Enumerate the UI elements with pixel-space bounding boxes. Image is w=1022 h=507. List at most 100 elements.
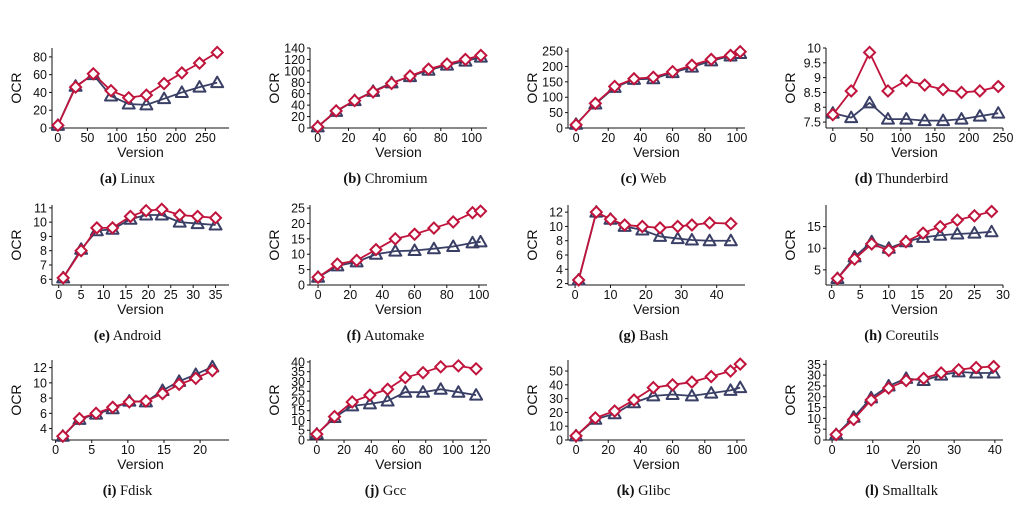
y-tick-label: 7 — [40, 259, 47, 273]
diamond-marker — [469, 361, 484, 376]
diamond-marker — [458, 52, 473, 67]
diamond-marker — [416, 365, 430, 380]
y-tick-label: 80 — [291, 76, 305, 90]
y-tick-label: 6 — [556, 249, 563, 263]
diamond-marker — [426, 221, 441, 235]
x-tick-label: 100 — [727, 443, 748, 457]
diamond-marker — [934, 366, 949, 380]
y-tick-label: 20 — [549, 406, 563, 420]
x-tick-label: 80 — [698, 131, 712, 145]
triangle-marker — [684, 388, 699, 402]
x-tick-label: 20 — [601, 131, 615, 145]
caption-name: Automake — [361, 328, 425, 344]
caption-name: Chromium — [361, 171, 428, 187]
diamond-marker — [329, 103, 344, 118]
triangle-marker — [723, 383, 738, 396]
diamond-marker — [139, 394, 153, 409]
diamond-marker — [733, 44, 748, 59]
chart-panel-thunderbird: 0 50 100 150 200 250 7.5 8 8.5 9 9.5 10 Version OCR (d… — [774, 40, 1022, 190]
triangle-marker — [172, 215, 187, 228]
y-tick-label: 2 — [556, 277, 563, 291]
triangle-marker — [465, 235, 480, 249]
y-tick-label: 50 — [549, 106, 563, 120]
line-chart: 0 50 100 150 200 250 0 20 40 60 80 Version OCR — [8, 45, 229, 160]
x-tick-label: 20 — [141, 288, 155, 302]
y-tick-label: 11 — [34, 201, 47, 215]
y-tick-label: 10 — [291, 414, 305, 428]
x-tick-label: 0 — [55, 288, 62, 302]
caption-label: (e) — [93, 328, 110, 344]
y-tick-label: 50 — [549, 365, 563, 379]
triangle-marker — [950, 226, 965, 240]
x-axis-title: Version — [891, 456, 938, 472]
x-tick-label: 0 — [573, 131, 580, 145]
y-tick-label: 10 — [291, 248, 305, 262]
y-tick-label: 140 — [284, 42, 305, 56]
y-tick-label: 9.5 — [804, 56, 821, 70]
diamond-marker — [864, 393, 879, 407]
diamond-marker — [56, 270, 71, 285]
diamond-marker — [105, 220, 120, 235]
diamond-marker — [50, 118, 65, 133]
diamond-marker — [384, 76, 399, 91]
series-blue-triangle — [309, 382, 484, 440]
caption-label: (h) — [864, 328, 882, 344]
diamond-marker — [972, 84, 987, 98]
axes: 0 50 100 150 200 250 7.588.599.510 — [804, 42, 1014, 146]
diamond-marker — [607, 404, 622, 418]
triangle-marker — [880, 112, 895, 125]
triangle-marker — [192, 80, 207, 93]
subfigure-caption: (b) Chromium — [258, 171, 513, 188]
x-tick-label: 0 — [828, 288, 835, 302]
diamond-marker — [864, 237, 879, 251]
triangle-marker — [936, 113, 951, 127]
series-red-diamond — [830, 204, 999, 286]
x-tick-label: 100 — [727, 131, 748, 145]
x-tick-label: 10 — [882, 288, 896, 302]
triangle-marker — [416, 385, 431, 398]
y-axis-title: OCR — [266, 229, 282, 260]
triangle-marker — [426, 241, 441, 255]
diamond-marker — [366, 85, 381, 99]
series-red-diamond — [569, 357, 748, 443]
triangle-marker — [954, 112, 969, 125]
y-tick-label: 20 — [33, 104, 47, 118]
x-tick-label: 200 — [165, 131, 186, 145]
diamond-marker — [89, 406, 103, 421]
caption-label: (k) — [616, 483, 635, 499]
y-tick-label: 0 — [298, 122, 305, 136]
diamond-marker — [635, 219, 650, 234]
y-tick-label: 5 — [814, 423, 821, 437]
x-tick-label: 25 — [164, 288, 178, 302]
diamond-marker — [440, 57, 454, 71]
diamond-marker — [380, 382, 395, 397]
diamond-marker — [899, 373, 914, 388]
y-tick-label: 80 — [33, 50, 47, 64]
x-tick-label: 250 — [993, 131, 1014, 145]
diamond-marker — [881, 381, 896, 396]
diamond-marker — [172, 208, 187, 222]
x-tick-label: 15 — [119, 288, 133, 302]
y-tick-label: 40 — [549, 378, 563, 392]
x-tick-label: 0 — [829, 443, 836, 457]
triangle-marker — [380, 393, 395, 407]
diamond-marker — [139, 203, 154, 218]
y-tick-label: 20 — [291, 394, 305, 408]
y-tick-label: 5 — [298, 263, 305, 277]
chart-panel-bash: 0 10 20 30 40 2 4 6 8 10 12 Version OCR (g) Bash — [516, 197, 771, 347]
diamond-marker — [844, 84, 859, 98]
caption-name: Linux — [116, 171, 156, 187]
y-tick-label: 4 — [40, 422, 47, 436]
diamond-marker — [174, 65, 189, 80]
y-tick-label: 25 — [291, 202, 305, 216]
y-tick-label: 0 — [556, 122, 563, 136]
diamond-marker — [349, 253, 364, 268]
y-tick-label: 0 — [298, 279, 305, 293]
triangle-marker — [473, 234, 488, 248]
